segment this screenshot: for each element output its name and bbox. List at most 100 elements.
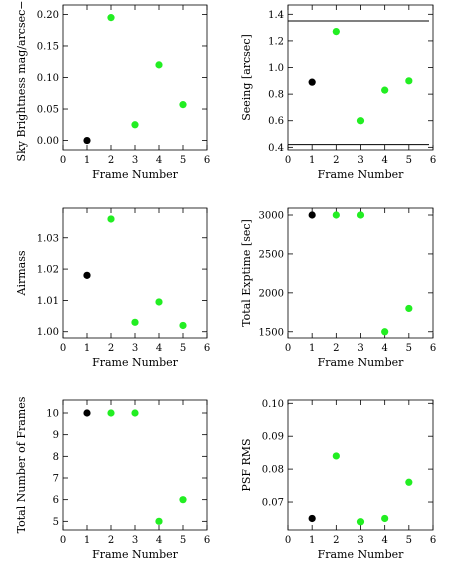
y-tick-label: 10 (46, 409, 59, 420)
y-tick-label: 3000 (259, 211, 284, 222)
x-tick-label: 3 (357, 535, 363, 546)
x-axis-title: Frame Number (92, 168, 179, 181)
x-tick-label: 0 (285, 535, 291, 546)
x-tick-label: 2 (108, 343, 114, 354)
x-tick-label: 5 (180, 343, 186, 354)
x-tick-label: 3 (357, 155, 363, 166)
data-point (308, 78, 316, 86)
data-point (155, 298, 163, 306)
x-tick-label: 1 (84, 343, 90, 354)
data-point (155, 517, 163, 525)
y-tick-label: 0.07 (262, 498, 284, 509)
panel-num-frames: 0 1 2 3 4 5 6 5 6 7 8 9 10 Frame Number Total Number o… (15, 396, 210, 561)
y-tick-label: 1.00 (37, 327, 59, 338)
data-point (332, 28, 340, 36)
panel-psf-rms: 0 1 2 3 4 5 6 0.07 0.08 0.09 0.10 Frame Number PSF R… (240, 399, 436, 561)
y-axis-title: Total Number of Frames (15, 396, 28, 533)
data-point (356, 117, 365, 125)
y-tick-label: 0.00 (37, 136, 59, 147)
data-point (107, 409, 115, 417)
data-point (83, 136, 91, 145)
y-axis-title: Sky Brightness mag/arcsec−2 (15, 0, 28, 161)
x-tick-label: 4 (156, 343, 162, 354)
data-point (332, 211, 340, 219)
y-tick-label: 1.01 (37, 296, 59, 307)
y-axis-title: PSF RMS (240, 438, 253, 491)
x-tick-label: 4 (156, 155, 162, 166)
y-axis-title: Seeing [arcsec] (240, 34, 253, 121)
x-axis-title: Frame Number (92, 356, 179, 369)
x-tick-label: 1 (309, 155, 315, 166)
panel-exptime: 0 1 2 3 4 5 6 1500 2000 2500 3000 Frame Number Total… (240, 207, 436, 369)
x-axis-title: Frame Number (318, 356, 405, 369)
x-tick-label: 5 (406, 155, 412, 166)
data-point (83, 409, 91, 417)
x-tick-label: 4 (156, 535, 162, 546)
x-tick-label: 6 (204, 155, 210, 166)
y-tick-label: 8 (53, 452, 59, 463)
x-axis-title: Frame Number (318, 548, 405, 561)
y-tick-label: 9 (53, 430, 59, 441)
x-tick-label: 1 (309, 535, 315, 546)
x-tick-label: 3 (357, 343, 363, 354)
data-point (381, 328, 389, 336)
data-point (405, 304, 413, 313)
x-tick-label: 6 (430, 155, 436, 166)
y-tick-label: 2500 (259, 249, 284, 260)
y-tick-label: 0.20 (37, 10, 59, 21)
data-point (405, 77, 413, 85)
data-point (131, 409, 139, 417)
y-tick-label: 1.4 (268, 10, 284, 21)
y-tick-label: 5 (53, 517, 59, 528)
x-tick-label: 4 (381, 155, 387, 166)
panel-sky-brightness: 0 1 2 3 4 5 6 0.00 0.05 0.10 0.15 0.20 Frame Number S… (15, 0, 210, 181)
data-point (308, 514, 316, 523)
y-tick-label: 0.15 (37, 41, 59, 52)
x-tick-label: 5 (180, 535, 186, 546)
data-point (356, 211, 365, 219)
x-tick-label: 3 (132, 343, 138, 354)
x-tick-label: 2 (108, 155, 114, 166)
data-point (131, 318, 139, 326)
plot-frame (287, 4, 434, 151)
data-point (83, 271, 91, 279)
x-axis-title: Frame Number (318, 168, 405, 181)
data-point (179, 321, 187, 330)
plot-frame (62, 399, 208, 531)
y-tick-label: 6 (53, 495, 59, 506)
x-tick-label: 0 (285, 343, 291, 354)
y-tick-label: 0.6 (268, 116, 284, 127)
x-tick-label: 4 (381, 535, 387, 546)
y-tick-label: 0.8 (268, 90, 284, 101)
x-tick-label: 3 (132, 155, 138, 166)
y-tick-label: 0.09 (262, 432, 284, 443)
data-point (107, 215, 115, 223)
data-point (179, 101, 187, 109)
x-tick-label: 6 (204, 343, 210, 354)
data-point (107, 14, 115, 22)
panel-airmass: 0 1 2 3 4 5 6 1.00 1.01 1.02 1.03 Frame Number Airma… (15, 207, 210, 369)
data-point (332, 452, 340, 460)
x-tick-label: 6 (204, 535, 210, 546)
plot-frame (287, 399, 434, 531)
y-tick-label: 0.10 (262, 399, 284, 410)
x-tick-label: 0 (60, 155, 66, 166)
data-point (405, 478, 413, 486)
x-tick-label: 2 (333, 155, 339, 166)
y-axis-title: Airmass (15, 250, 28, 296)
data-point (131, 121, 139, 129)
x-tick-label: 0 (60, 343, 66, 354)
x-tick-label: 5 (406, 343, 412, 354)
y-tick-label: 0.08 (262, 465, 284, 476)
x-tick-label: 2 (108, 535, 114, 546)
x-tick-label: 3 (132, 535, 138, 546)
y-tick-label: 1.0 (268, 63, 284, 74)
x-tick-label: 0 (60, 535, 66, 546)
y-tick-label: 0.4 (268, 143, 284, 154)
y-axis-title: Total Exptime [sec] (240, 219, 253, 327)
y-tick-label: 1.02 (37, 265, 59, 276)
x-tick-label: 4 (381, 343, 387, 354)
x-axis-title: Frame Number (92, 548, 179, 561)
x-tick-label: 1 (309, 343, 315, 354)
